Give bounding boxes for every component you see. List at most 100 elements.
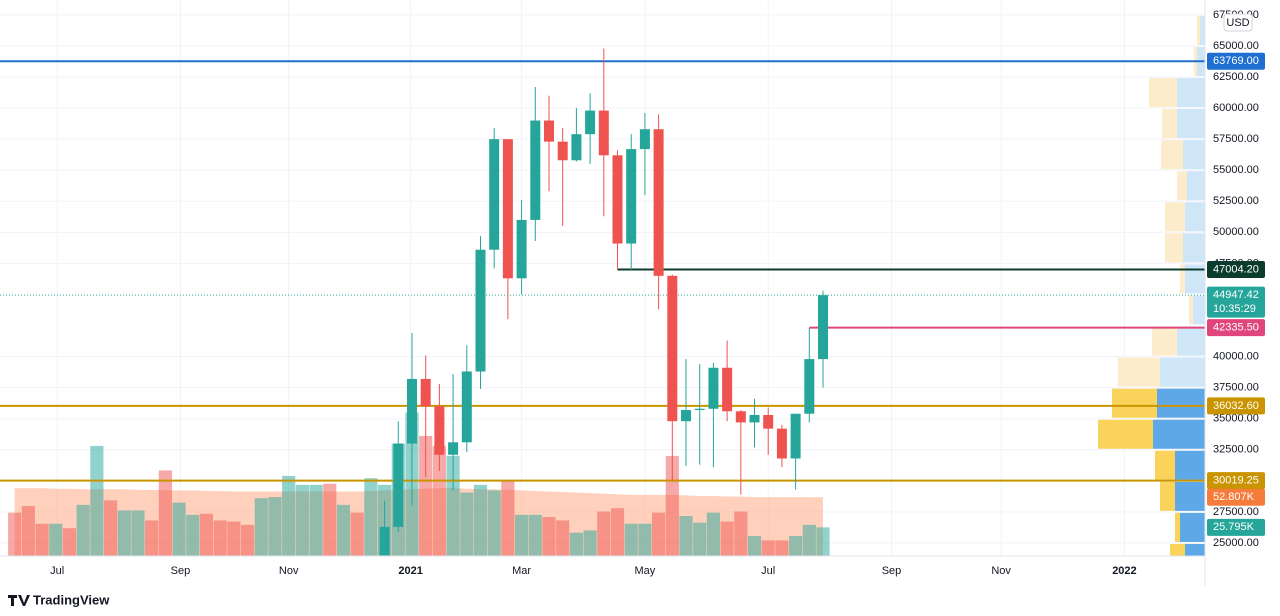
profile-down [1160, 481, 1175, 511]
level-label-box [1207, 52, 1265, 70]
countdown-label: 10:35:29 [1213, 303, 1256, 315]
profile-down [1165, 233, 1183, 263]
candle-body [708, 367, 719, 409]
volume-bar [117, 510, 131, 556]
volume-bar [652, 512, 666, 556]
candle-body [393, 443, 404, 527]
volume-bar [268, 497, 282, 556]
profile-up [1177, 78, 1205, 108]
volume-bar [295, 484, 309, 556]
level-label: 30019.25 [1213, 474, 1259, 486]
candle-body [763, 414, 774, 429]
x-tick-label: Jul [761, 565, 775, 577]
y-tick-label: 32500.00 [1213, 444, 1259, 456]
profile-up [1175, 481, 1205, 511]
grid [0, 0, 1205, 556]
profile-up [1185, 543, 1205, 556]
y-tick-label: 60000.00 [1213, 102, 1259, 114]
volume-bar [816, 527, 830, 556]
profile-down [1098, 419, 1153, 449]
candle-body [489, 139, 500, 250]
profile-up [1185, 264, 1205, 294]
volume-bar [199, 513, 214, 556]
profile-up [1185, 202, 1205, 232]
volume-bar [49, 523, 63, 556]
y-tick-label: 35000.00 [1213, 413, 1259, 425]
x-tick-label: 2021 [398, 565, 422, 577]
candle-body [735, 411, 746, 423]
profile-down [1161, 140, 1183, 170]
profile-up [1183, 233, 1205, 263]
profile-up [1157, 388, 1205, 418]
candle-body [667, 275, 678, 422]
currency-box[interactable] [1223, 13, 1253, 32]
profile-down [1152, 326, 1177, 356]
volume-bar [213, 520, 227, 556]
x-tick-label: 2022 [1112, 565, 1136, 577]
candle-body [804, 359, 815, 414]
candle-body [530, 120, 541, 220]
volume-bar [432, 445, 446, 556]
candle-body [502, 139, 513, 279]
candle-body [543, 120, 554, 142]
profile-up [1160, 357, 1205, 387]
x-tick-label: Sep [882, 565, 902, 577]
volume-bar [761, 540, 775, 556]
candle-body [790, 413, 801, 459]
volume-bar [747, 535, 762, 556]
level-label: 36032.60 [1213, 400, 1259, 412]
volume-bar [501, 481, 515, 556]
candle-body [626, 149, 637, 244]
brand-logo[interactable]: TradingView [8, 592, 110, 607]
currency-label[interactable]: USD [1226, 17, 1249, 29]
candle-body [475, 249, 486, 372]
candle-body [461, 371, 472, 443]
brand-name: TradingView [33, 592, 110, 607]
candle-body [598, 110, 609, 156]
y-tick-label: 62500.00 [1213, 71, 1259, 83]
volume-bar [802, 524, 816, 556]
candle-body [585, 110, 596, 135]
volume-bar [254, 498, 268, 556]
volume-bar [528, 514, 542, 556]
volume-bar [693, 522, 707, 556]
level-label: 47004.20 [1213, 263, 1259, 275]
volume-last-label: 25.795K [1213, 521, 1255, 533]
volume-bar [706, 512, 720, 556]
candle-body [434, 406, 445, 455]
volume-bar [583, 530, 597, 556]
volume-bar [542, 517, 556, 556]
x-tick-label: Nov [991, 565, 1011, 577]
y-tick-label: 37500.00 [1213, 382, 1259, 394]
level-label-box [1207, 397, 1265, 415]
candle-body [612, 155, 623, 244]
candle-body [516, 219, 527, 279]
candle-body [379, 526, 390, 556]
volume-bar [364, 478, 378, 556]
level-label: 63769.00 [1213, 55, 1259, 67]
profile-up [1153, 419, 1205, 449]
volume-bar [775, 540, 789, 556]
volume-bar [21, 505, 35, 556]
profile-up [1177, 109, 1205, 139]
logo-mark [8, 595, 30, 606]
axes: 25000.00 27500.00 32500.00 35000.00 37500.00… [50, 9, 1259, 577]
profile-up [1183, 140, 1205, 170]
volume-bar [76, 504, 90, 556]
candle-body [681, 410, 692, 422]
profile-up [1187, 171, 1205, 201]
volume-bar [734, 511, 748, 556]
volume-bar [158, 470, 172, 556]
candle-body [639, 129, 650, 150]
price-labels: 63769.00 47004.20 42335.50 36032.60 30019.25… [1207, 52, 1265, 536]
volume-bar [350, 512, 364, 556]
volume-bar [35, 523, 49, 556]
candle-body [694, 408, 705, 411]
volume-bar [323, 483, 337, 556]
volume-bar [103, 500, 118, 556]
level-label: 42335.50 [1213, 321, 1259, 333]
candle-body [448, 442, 459, 455]
y-tick-label: 65000.00 [1213, 40, 1259, 52]
volume-ma-label: 52.807K [1213, 491, 1255, 503]
candle-body [571, 134, 582, 161]
